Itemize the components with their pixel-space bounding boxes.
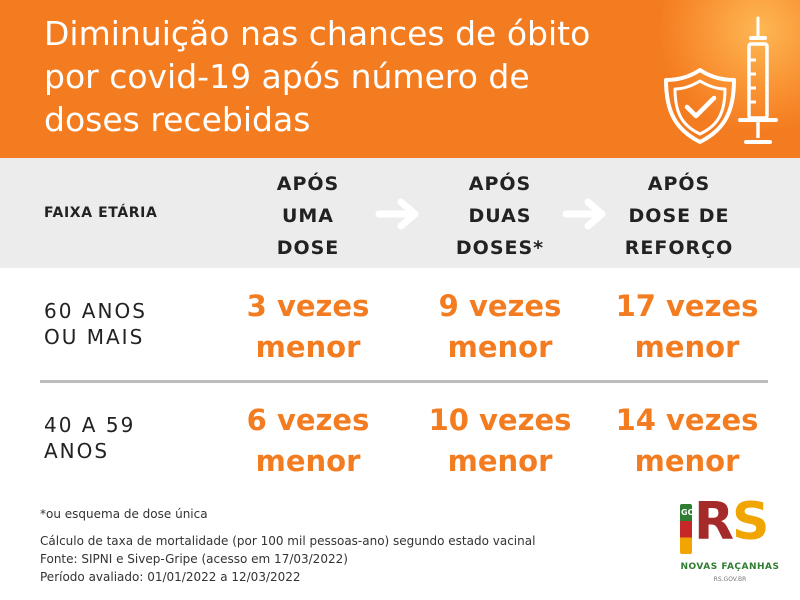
- logo-tagline: NOVAS FAÇANHAS: [680, 562, 780, 572]
- arrow-right-icon: [375, 198, 419, 230]
- logo-letter-r: R: [694, 492, 735, 552]
- age-group-label: 60 ANOS OU MAIS: [44, 299, 147, 349]
- source-note: Fonte: SIPNI e Sivep-Gripe (acesso em 17…: [40, 552, 348, 566]
- reduction-value: 10 vezes menor: [428, 403, 572, 478]
- reduction-value: 17 vezes menor: [615, 289, 759, 364]
- column-header-two-doses: APÓS DUAS DOSES*: [455, 173, 545, 259]
- reduction-value: 3 vezes menor: [246, 289, 370, 364]
- shield-check-icon: [664, 68, 736, 144]
- reduction-value: 6 vezes menor: [246, 403, 370, 478]
- arrow-right-icon: [562, 198, 606, 230]
- age-group-label: 40 A 59 ANOS: [44, 413, 136, 463]
- syringe-icon: [738, 16, 778, 144]
- age-group-header: FAIXA ETÁRIA: [44, 205, 158, 221]
- logo-gov-label: GOV: [681, 508, 701, 517]
- reduction-value: 9 vezes menor: [438, 289, 562, 364]
- reduction-value: 14 vezes menor: [615, 403, 759, 478]
- methodology-note: Cálculo de taxa de mortalidade (por 100 …: [40, 534, 536, 548]
- rs-government-logo: GOV R S NOVAS FAÇANHAS RS.GOV.BR: [680, 492, 780, 592]
- column-header-one-dose: APÓS UMA DOSE: [276, 173, 340, 259]
- header-banner: Diminuição nas chances de óbito por covi…: [0, 0, 800, 158]
- asterisk-footnote: *ou esquema de dose única: [40, 507, 208, 521]
- logo-letter-s: S: [732, 492, 770, 552]
- flag-stripe: [680, 504, 692, 554]
- row-divider: [40, 380, 768, 383]
- period-note: Período avaliado: 01/01/2022 a 12/03/202…: [40, 570, 301, 584]
- logo-url: RS.GOV.BR: [713, 576, 747, 583]
- page-title: Diminuição nas chances de óbito por covi…: [44, 14, 591, 139]
- column-header-booster: APÓS DOSE DE REFORÇO: [624, 173, 734, 259]
